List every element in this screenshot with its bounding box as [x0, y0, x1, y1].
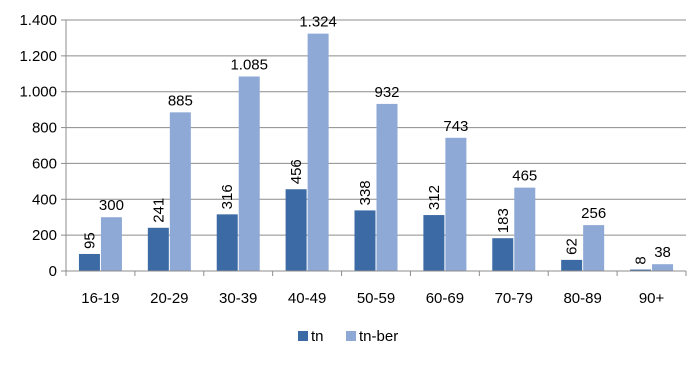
legend-label-tn-ber: tn-ber — [359, 328, 398, 345]
x-tick-label: 80-89 — [563, 290, 601, 307]
data-label-tn: 183 — [495, 208, 512, 233]
legend: tn tn-ber — [298, 328, 398, 345]
bar-tn — [630, 269, 652, 271]
legend-swatch-tn-ber — [346, 331, 356, 341]
y-tick-label: 1.400 — [19, 12, 57, 29]
x-axis-tick-labels: 16-19 20-29 30-39 40-49 50-59 60-69 70-79 80-89… — [81, 290, 664, 307]
bars — [78, 33, 674, 271]
data-label-tn: 62 — [564, 238, 581, 255]
y-tick-label: 800 — [32, 120, 57, 137]
y-tick-label: 200 — [32, 227, 57, 244]
bar-tn-ber — [238, 76, 260, 271]
data-label-tn-ber: 932 — [374, 84, 399, 101]
x-tick-label: 20-29 — [150, 290, 188, 307]
data-label-tn-ber: 465 — [512, 168, 537, 185]
data-labels: 95 241 316 456 338 312 183 62 8 300 885 1.085 1.324 9… — [81, 14, 670, 265]
gridlines — [66, 19, 686, 236]
x-tick-label: 50-59 — [357, 290, 395, 307]
y-tick-label: 1.200 — [19, 48, 57, 65]
x-tick-label: 30-39 — [219, 290, 257, 307]
bar-tn-ber — [169, 112, 191, 271]
bar-tn-ber — [307, 33, 329, 271]
bar-tn — [492, 238, 514, 271]
y-tick-label: 600 — [32, 155, 57, 172]
y-axis-tick-labels: 0 200 400 600 800 1.000 1.200 1.400 — [19, 12, 57, 280]
bar-tn — [78, 253, 100, 271]
legend-label-tn: tn — [311, 328, 324, 345]
bar-tn-ber — [514, 187, 536, 271]
bar-tn-ber — [376, 103, 398, 271]
data-label-tn: 316 — [219, 184, 236, 209]
data-label-tn-ber: 1.324 — [299, 14, 337, 31]
bar-tn — [285, 189, 307, 271]
data-label-tn-ber: 300 — [99, 197, 124, 214]
data-label-tn-ber: 1.085 — [230, 56, 268, 73]
x-tick-label: 16-19 — [81, 290, 119, 307]
y-tick-label: 1.000 — [19, 84, 57, 101]
bar-tn — [147, 227, 169, 271]
data-label-tn-ber: 743 — [443, 118, 468, 135]
x-tick-label: 40-49 — [288, 290, 326, 307]
data-label-tn: 456 — [288, 159, 305, 184]
data-label-tn: 312 — [426, 185, 443, 210]
bar-tn — [354, 210, 376, 271]
data-label-tn: 338 — [357, 180, 374, 205]
data-label-tn-ber: 38 — [654, 244, 671, 261]
data-label-tn-ber: 256 — [581, 205, 606, 222]
x-tick-label: 70-79 — [495, 290, 533, 307]
bar-tn-ber — [100, 217, 122, 271]
bar-tn — [423, 215, 445, 271]
data-label-tn-ber: 885 — [168, 92, 193, 109]
data-label-tn: 8 — [633, 256, 650, 264]
axes — [61, 19, 687, 276]
bar-tn — [561, 259, 583, 271]
y-tick-label: 0 — [49, 263, 57, 280]
data-label-tn: 95 — [81, 232, 98, 249]
bar-tn-ber — [652, 264, 674, 271]
bar-tn-ber — [583, 225, 605, 271]
x-tick-label: 90+ — [639, 290, 665, 307]
x-tick-label: 60-69 — [426, 290, 464, 307]
bar-tn — [216, 214, 238, 271]
y-tick-label: 400 — [32, 191, 57, 208]
bar-tn-ber — [445, 137, 467, 271]
data-label-tn: 241 — [150, 198, 167, 223]
legend-swatch-tn — [298, 331, 308, 341]
